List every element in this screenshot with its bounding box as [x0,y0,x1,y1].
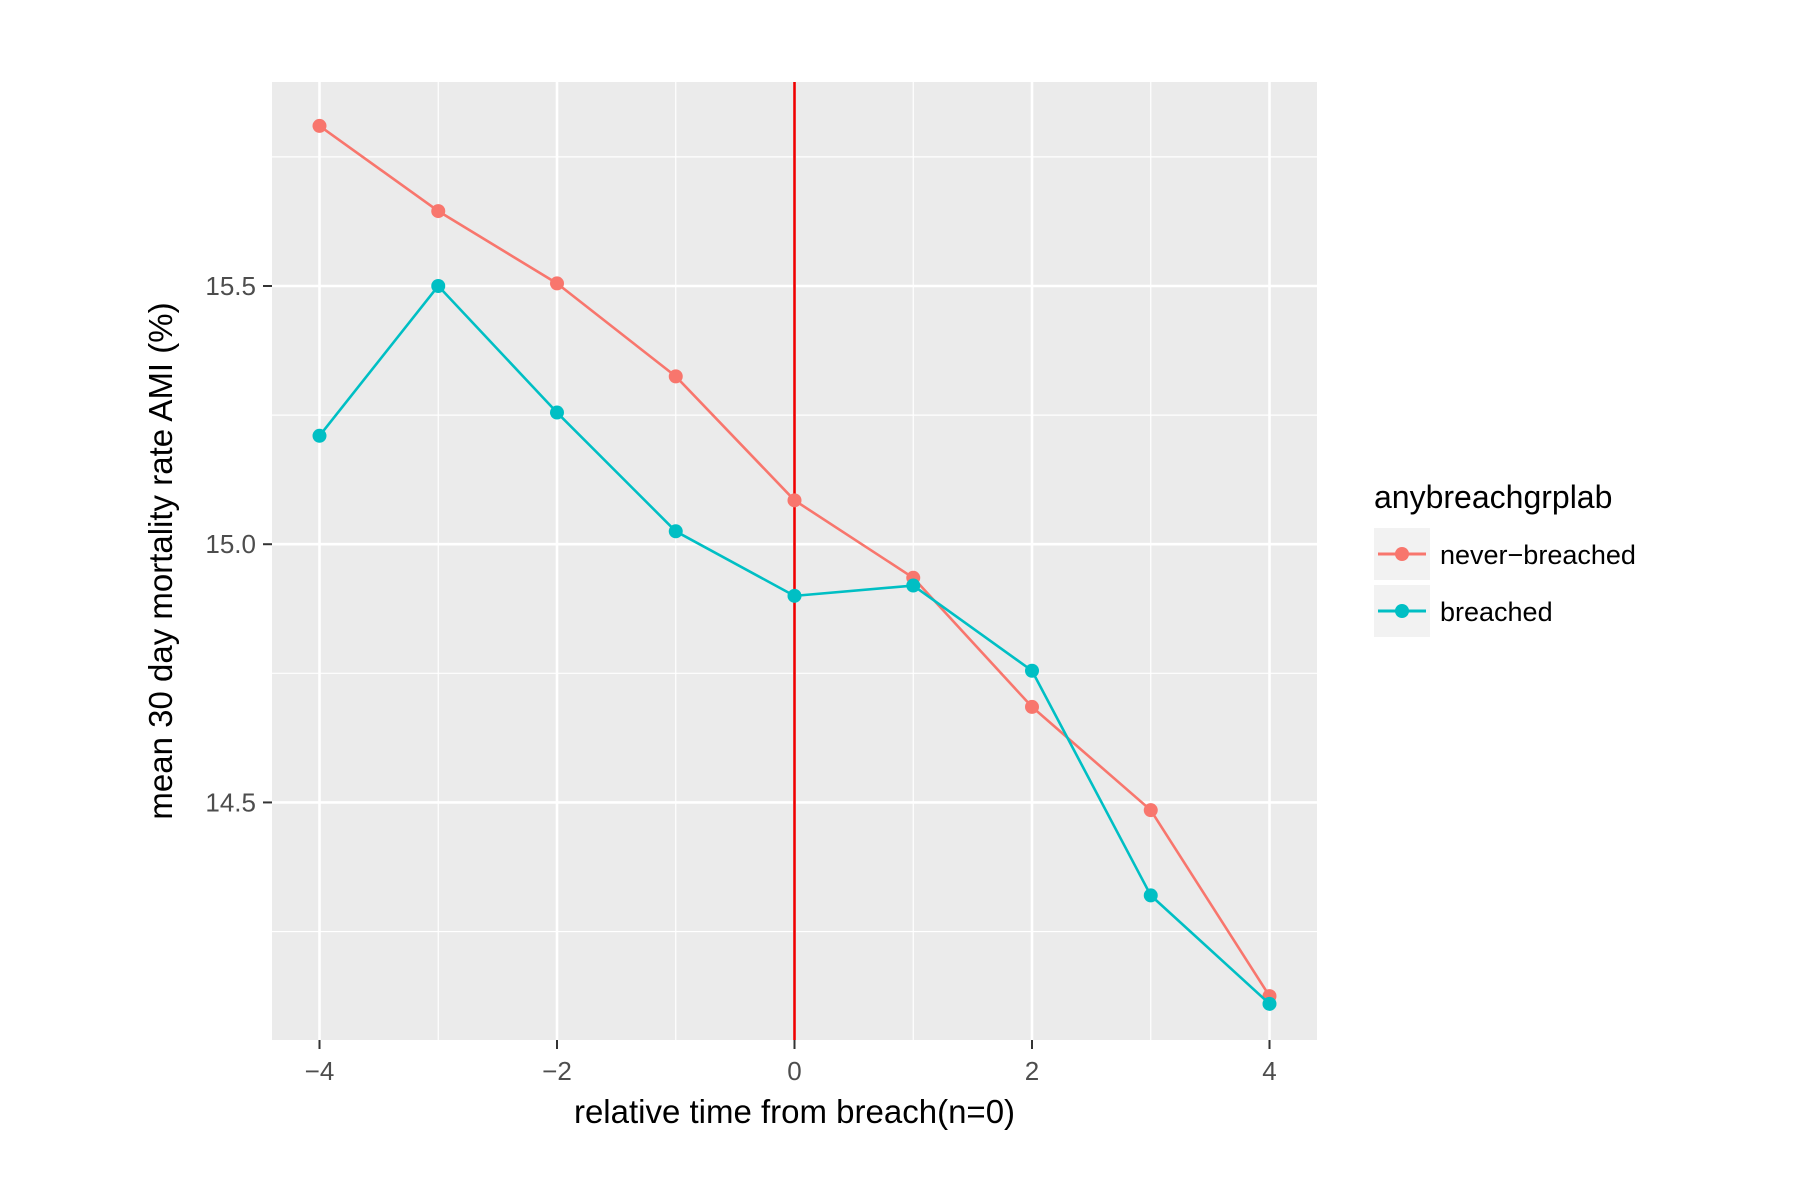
data-point-never-breached [550,276,564,291]
y-tick-label: 15.0 [205,529,256,559]
x-axis-title: relative time from breach(n=0) [574,1093,1015,1130]
y-tick-label: 15.5 [205,271,256,301]
data-point-breached [312,428,327,443]
data-point-breached [906,578,921,593]
series-layer [312,118,1277,1011]
legend-key-point [1395,547,1409,561]
data-point-breached [668,524,683,539]
y-tick-label: 14.5 [205,787,256,817]
legend-label: breached [1440,597,1553,627]
data-point-breached [787,588,802,603]
data-point-never-breached [668,369,683,384]
y-axis-title: mean 30 day mortality rate AMI (%) [142,302,179,819]
data-point-never-breached [787,493,802,508]
x-tick-label: 0 [787,1056,801,1086]
data-point-breached [1143,888,1158,903]
x-tick-label: 4 [1262,1056,1276,1086]
data-point-breached [431,278,446,293]
y-axis: 14.5 15.0 15.5 [205,271,272,817]
data-point-never-breached [431,204,446,219]
x-axis: −4 −2 0 2 4 [305,1040,1277,1086]
data-point-never-breached [312,118,327,133]
data-point-never-breached [1143,803,1158,818]
data-point-breached [1262,996,1277,1011]
x-tick-label: −2 [542,1056,572,1086]
x-tick-label: 2 [1025,1056,1039,1086]
legend-key-point [1395,604,1409,618]
legend-label: never−breached [1440,540,1636,570]
data-point-never-breached [1025,699,1039,714]
legend-title: anybreachgrplab [1374,479,1612,515]
legend-item-breached: breached [1374,585,1553,637]
x-tick-label: −4 [305,1056,335,1086]
data-point-breached [550,405,564,420]
data-point-breached [1025,663,1039,678]
legend-item-never-breached: never−breached [1374,528,1636,580]
legend: anybreachgrplab never−breached breached [1374,479,1636,637]
